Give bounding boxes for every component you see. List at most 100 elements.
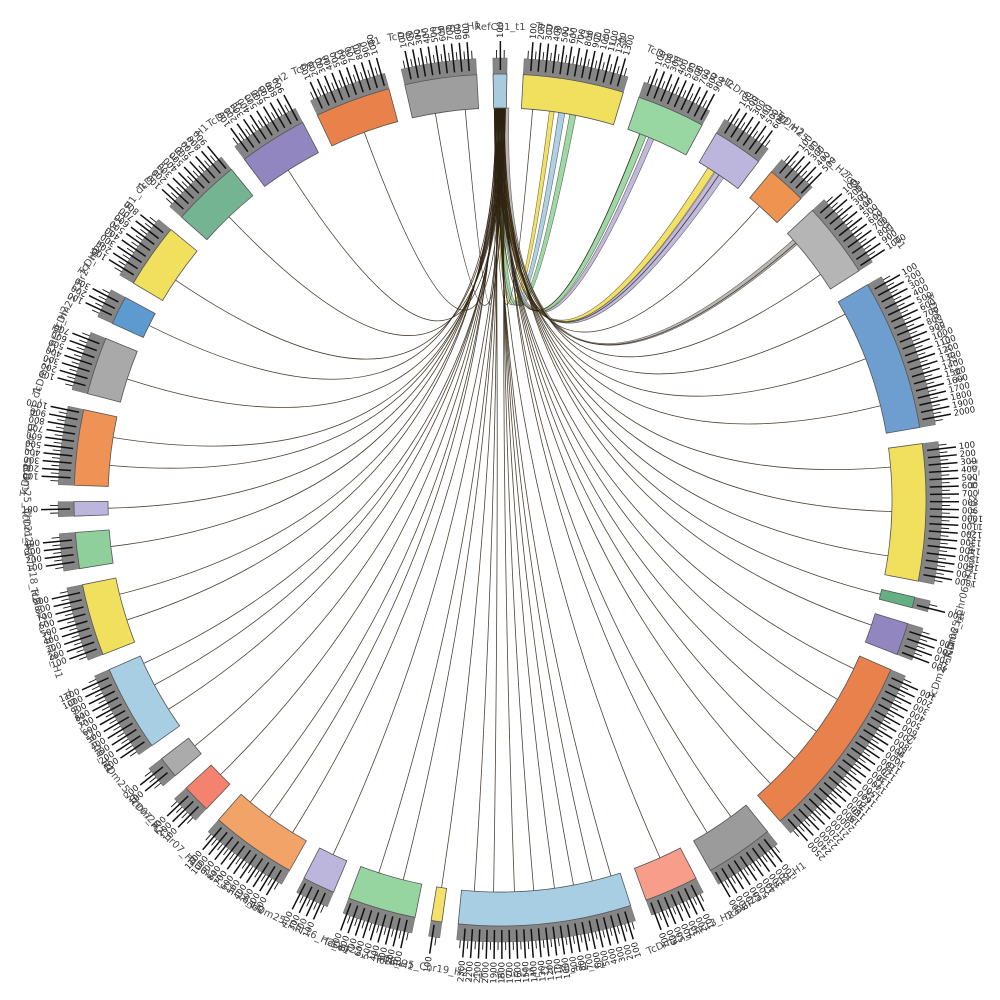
axis-tick xyxy=(251,124,257,132)
axis-tick xyxy=(120,741,145,759)
axis-tick xyxy=(264,116,270,124)
chromosome-segment xyxy=(316,88,399,147)
axis-tick xyxy=(267,878,273,886)
axis-tick xyxy=(186,817,194,824)
tick-label: 800 xyxy=(576,954,589,972)
axis-tick xyxy=(55,426,64,429)
axis-tick xyxy=(383,926,387,935)
axis-tick xyxy=(727,114,733,122)
tick-label: 800 xyxy=(583,30,596,48)
axis-tick xyxy=(144,222,152,229)
tick-label: 500 xyxy=(961,473,978,484)
axis-tick xyxy=(884,294,912,310)
axis-tick xyxy=(939,550,948,553)
axis-tick xyxy=(338,69,351,98)
tick-label: 1800 xyxy=(954,575,977,589)
axis-tick xyxy=(903,679,912,684)
tick-label: 400 xyxy=(369,944,383,962)
axis-tick xyxy=(929,485,959,488)
axis-tick xyxy=(702,100,708,108)
axis-tick xyxy=(846,753,871,772)
axis-tick xyxy=(406,932,409,941)
axis-tick xyxy=(871,738,879,744)
axis-tick xyxy=(803,803,826,826)
axis-tick xyxy=(754,130,773,155)
axis-tick xyxy=(69,368,78,372)
axis-tick xyxy=(161,188,184,210)
axis-tick xyxy=(345,67,358,95)
axis-tick xyxy=(938,557,947,560)
axis-tick xyxy=(74,354,82,358)
axis-tick xyxy=(926,381,935,385)
axis-tick xyxy=(833,770,857,791)
axis-tick xyxy=(925,559,955,566)
axis-tick xyxy=(901,651,930,664)
axis-tick xyxy=(551,44,558,74)
axis-tick xyxy=(616,58,627,87)
axis-tick xyxy=(117,732,125,738)
axis-tick xyxy=(749,864,756,872)
axis-tick xyxy=(140,229,148,235)
axis-tick xyxy=(935,572,944,575)
axis-tick xyxy=(879,725,887,731)
axis-tick xyxy=(98,699,106,704)
axis-tick xyxy=(849,769,857,776)
axis-tick xyxy=(914,652,923,657)
axis-tick xyxy=(897,692,905,698)
axis-tick xyxy=(877,281,905,297)
alignment-link xyxy=(292,108,506,833)
axis-tick xyxy=(739,856,758,881)
axis-tick xyxy=(581,921,589,951)
axis-tick xyxy=(232,137,239,145)
axis-tick xyxy=(55,606,84,615)
tick-label: 1500 xyxy=(521,961,532,983)
axis-tick xyxy=(515,929,519,959)
axis-tick xyxy=(665,909,670,918)
axis-tick xyxy=(891,309,919,323)
axis-tick xyxy=(462,928,466,958)
tick-label: 200 xyxy=(936,644,955,659)
tick-label: 500 xyxy=(560,26,572,43)
axis-tick xyxy=(900,309,909,314)
axis-tick xyxy=(69,627,78,631)
tick-label: 500 xyxy=(429,26,441,43)
axis-tick xyxy=(44,553,74,560)
axis-tick xyxy=(139,214,164,234)
axis-tick xyxy=(376,924,380,933)
axis-tick xyxy=(884,690,912,705)
axis-tick xyxy=(530,928,534,958)
axis-tick xyxy=(400,919,408,949)
axis-tick xyxy=(126,247,134,254)
chromosome-segment xyxy=(218,793,307,871)
axis-tick xyxy=(557,53,560,62)
axis-tick xyxy=(172,177,195,199)
axis-tick xyxy=(217,843,223,851)
axis-tick xyxy=(883,719,891,725)
alignment-link xyxy=(503,108,515,892)
axis-tick xyxy=(149,777,157,783)
axis-tick xyxy=(113,725,121,731)
axis-tick xyxy=(298,886,313,914)
axis-tick xyxy=(867,722,893,740)
axis-tick xyxy=(139,766,164,786)
axis-tick xyxy=(588,920,597,950)
tick-label: 500 xyxy=(40,626,58,640)
axis-tick xyxy=(733,118,739,126)
tick-label: 1600 xyxy=(513,961,524,983)
chromosome-segment xyxy=(404,74,480,119)
axis-tick xyxy=(458,42,463,72)
axis-tick xyxy=(112,252,138,270)
axis-tick xyxy=(552,926,558,956)
tick-label: 1200 xyxy=(960,528,982,540)
axis-tick xyxy=(45,561,75,567)
axis-tick xyxy=(564,54,568,63)
tick-label: 600 xyxy=(353,940,367,958)
alignment-link xyxy=(402,107,501,880)
axis-tick xyxy=(66,347,95,359)
axis-tick xyxy=(235,857,241,865)
axis-tick xyxy=(419,47,427,77)
tick-label: 400 xyxy=(24,445,41,457)
axis-tick xyxy=(211,838,217,846)
alignment-link xyxy=(220,108,500,776)
